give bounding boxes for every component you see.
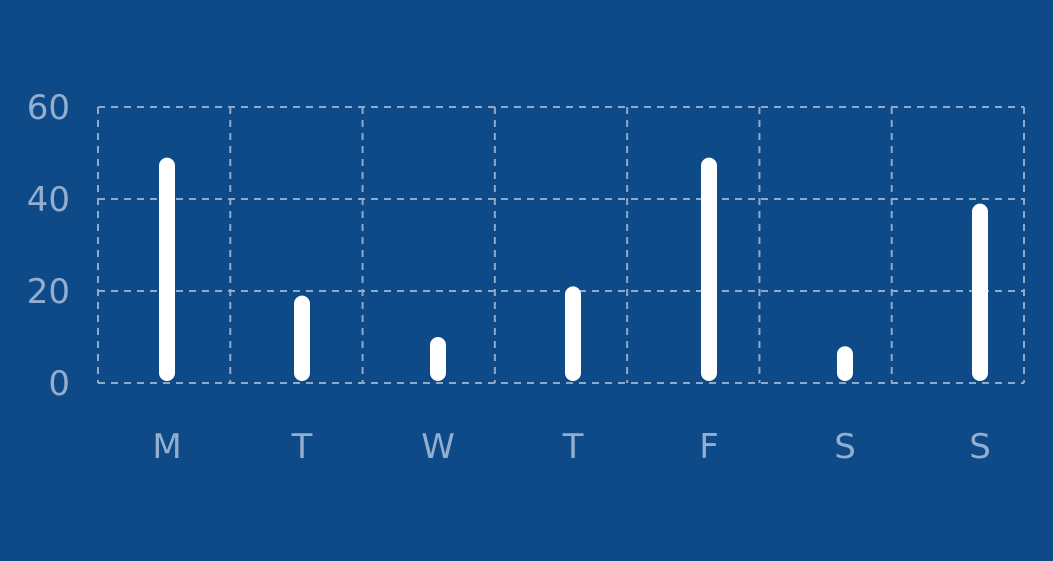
x-tick-label: T [562, 427, 584, 467]
x-tick-label: M [152, 427, 181, 467]
y-tick-label: 20 [27, 272, 70, 312]
x-tick-label: S [969, 427, 991, 467]
x-tick-label: T [291, 427, 313, 467]
y-tick-label: 40 [27, 180, 70, 220]
y-axis-ticks: 0 20 40 60 [27, 88, 70, 404]
bar [565, 286, 581, 381]
bar [294, 295, 310, 381]
bar [159, 157, 175, 381]
bar [430, 337, 446, 381]
x-tick-label: S [834, 427, 856, 467]
x-tick-label: F [699, 427, 719, 467]
y-tick-label: 0 [48, 364, 70, 404]
bars [159, 157, 988, 381]
y-tick-label: 60 [27, 88, 70, 128]
x-tick-label: W [421, 427, 455, 467]
grid-lines [97, 106, 1025, 384]
bar [972, 203, 988, 381]
bar [837, 346, 853, 381]
bar [701, 157, 717, 381]
